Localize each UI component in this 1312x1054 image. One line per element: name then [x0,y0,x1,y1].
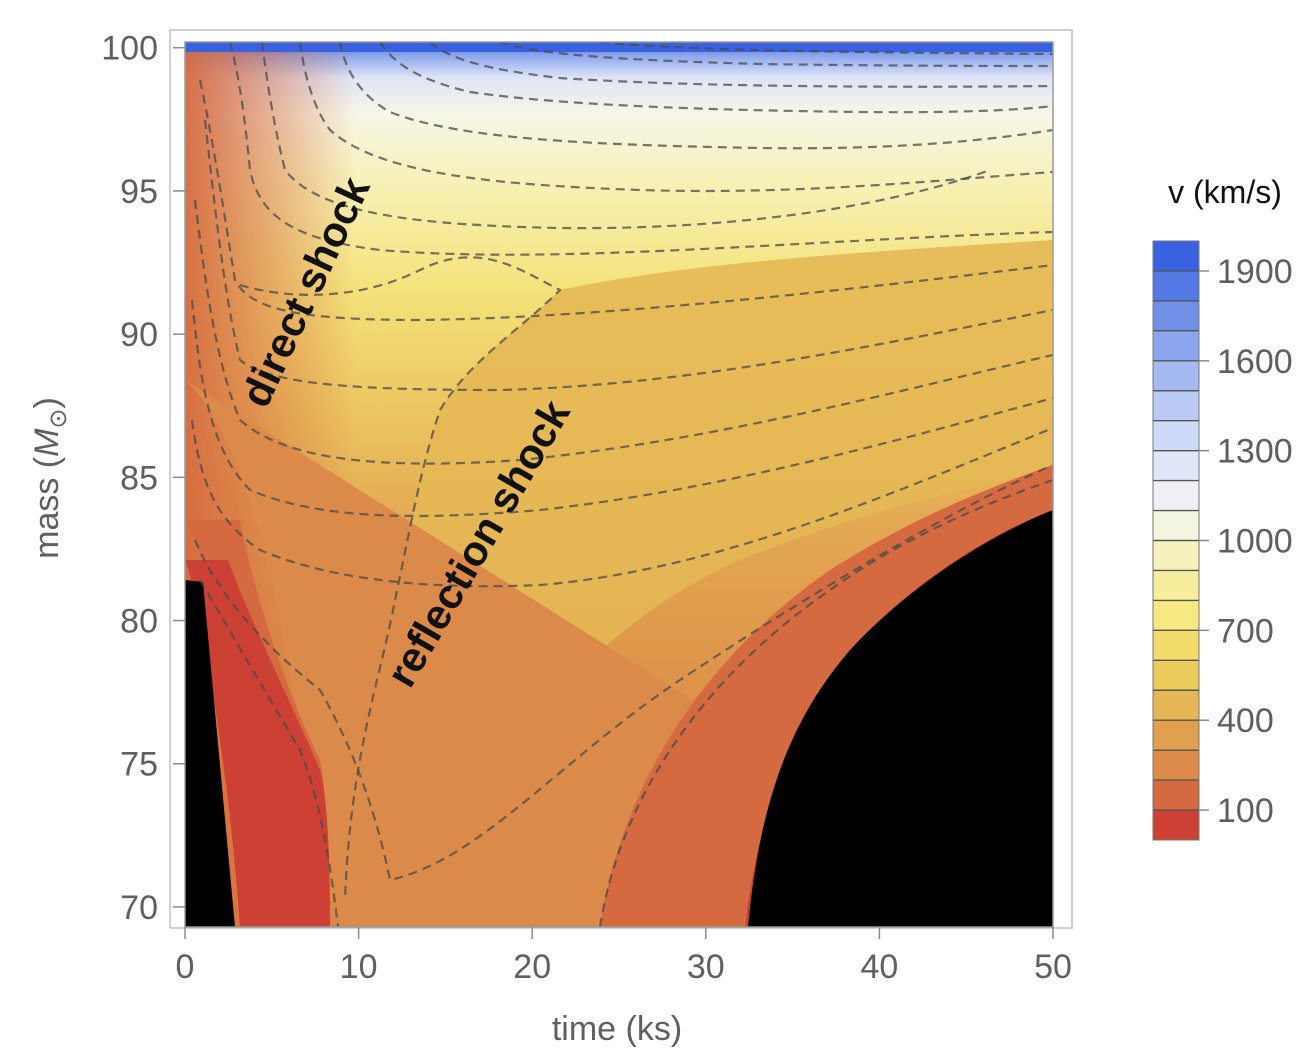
contour-line [239,256,562,901]
colorbar-segment [1153,420,1199,451]
colorbar-segment [1153,510,1199,541]
y-tick-label: 70 [120,889,158,927]
contour-lines [190,42,1053,927]
contour-line [338,42,1053,150]
colorbar-tick-label: 1900 [1217,253,1293,291]
colorbar-segment [1153,690,1199,721]
x-tick-label: 10 [340,948,378,986]
red-band-left [185,560,330,927]
colorbar-segment [1153,660,1199,691]
colorbar-segment [1153,390,1199,421]
contour-line [499,42,1053,68]
colorbar-segment [1153,600,1199,631]
x-tick-label: 40 [860,948,898,986]
x-axis: 0 10 20 30 40 50 [176,927,1072,986]
colorbar-tick-label: 700 [1217,612,1274,650]
x-tick-label: 50 [1034,948,1072,986]
colorbar-segment [1153,720,1199,751]
contour-line [429,42,1053,88]
colorbar-segment [1153,570,1199,601]
colorbar-title: v (km/s) [1168,174,1282,210]
colorbar-segment [1153,780,1199,811]
outer-frame [169,29,1073,929]
contour-line [599,42,1053,56]
contour-line [203,119,1053,392]
x-tick-label: 30 [687,948,725,986]
colorbar-segment [1153,330,1199,361]
colorbar-segment [1153,630,1199,661]
x-axis-label: time (ks) [552,1010,682,1048]
x-tick-label: 20 [513,948,551,986]
y-tick-label: 80 [120,603,158,641]
colorbar-tick-label: 400 [1217,702,1274,740]
y-tick-label: 95 [120,173,158,211]
negative-velocity-core-left [185,580,235,927]
y-tick-label: 85 [120,459,158,497]
contour-line [598,478,1053,927]
contour-line [298,42,1053,193]
contour-line [190,299,1053,518]
negative-velocity-core-right [748,510,1053,927]
y-axis: 70 75 80 85 90 95 100 [101,30,185,927]
colorbar-tick-label: 1000 [1217,523,1293,561]
contour-line [379,42,1053,114]
contour-line [190,419,1053,588]
contour-line [198,79,1053,322]
colorbar-segment [1153,300,1199,331]
contour-line [193,463,1053,882]
y-tick-label: 75 [120,746,158,784]
top-velocity-band [185,42,1053,52]
y-tick-label: 90 [120,316,158,354]
contour-line [199,579,340,927]
colorbar-segment [1153,810,1199,840]
plot-frame [184,41,1054,928]
colorbar-segment [1153,360,1199,391]
plot-area [185,42,1053,927]
colorbar-segment [1153,750,1199,781]
y-tick-label: 100 [101,30,158,68]
colorbar-segment [1153,480,1199,511]
y-axis-label: mass (M⊙) [28,397,72,559]
colorbar: v (km/s) 100 400 700 1000 1300 1600 1900 [1152,174,1293,841]
contour-line [260,42,991,230]
colorbar-segment [1153,540,1199,571]
x-tick-label: 0 [176,948,195,986]
colorbar-segment [1153,241,1199,271]
contour-line [228,42,1053,256]
colorbar-segment [1153,450,1199,481]
colorbar-segment [1153,270,1199,301]
colorbar-tick-label: 1300 [1217,433,1293,471]
colorbar-tick-label: 1600 [1217,343,1293,381]
colorbar-tick-label: 100 [1217,792,1274,830]
contour-line [193,199,1053,465]
